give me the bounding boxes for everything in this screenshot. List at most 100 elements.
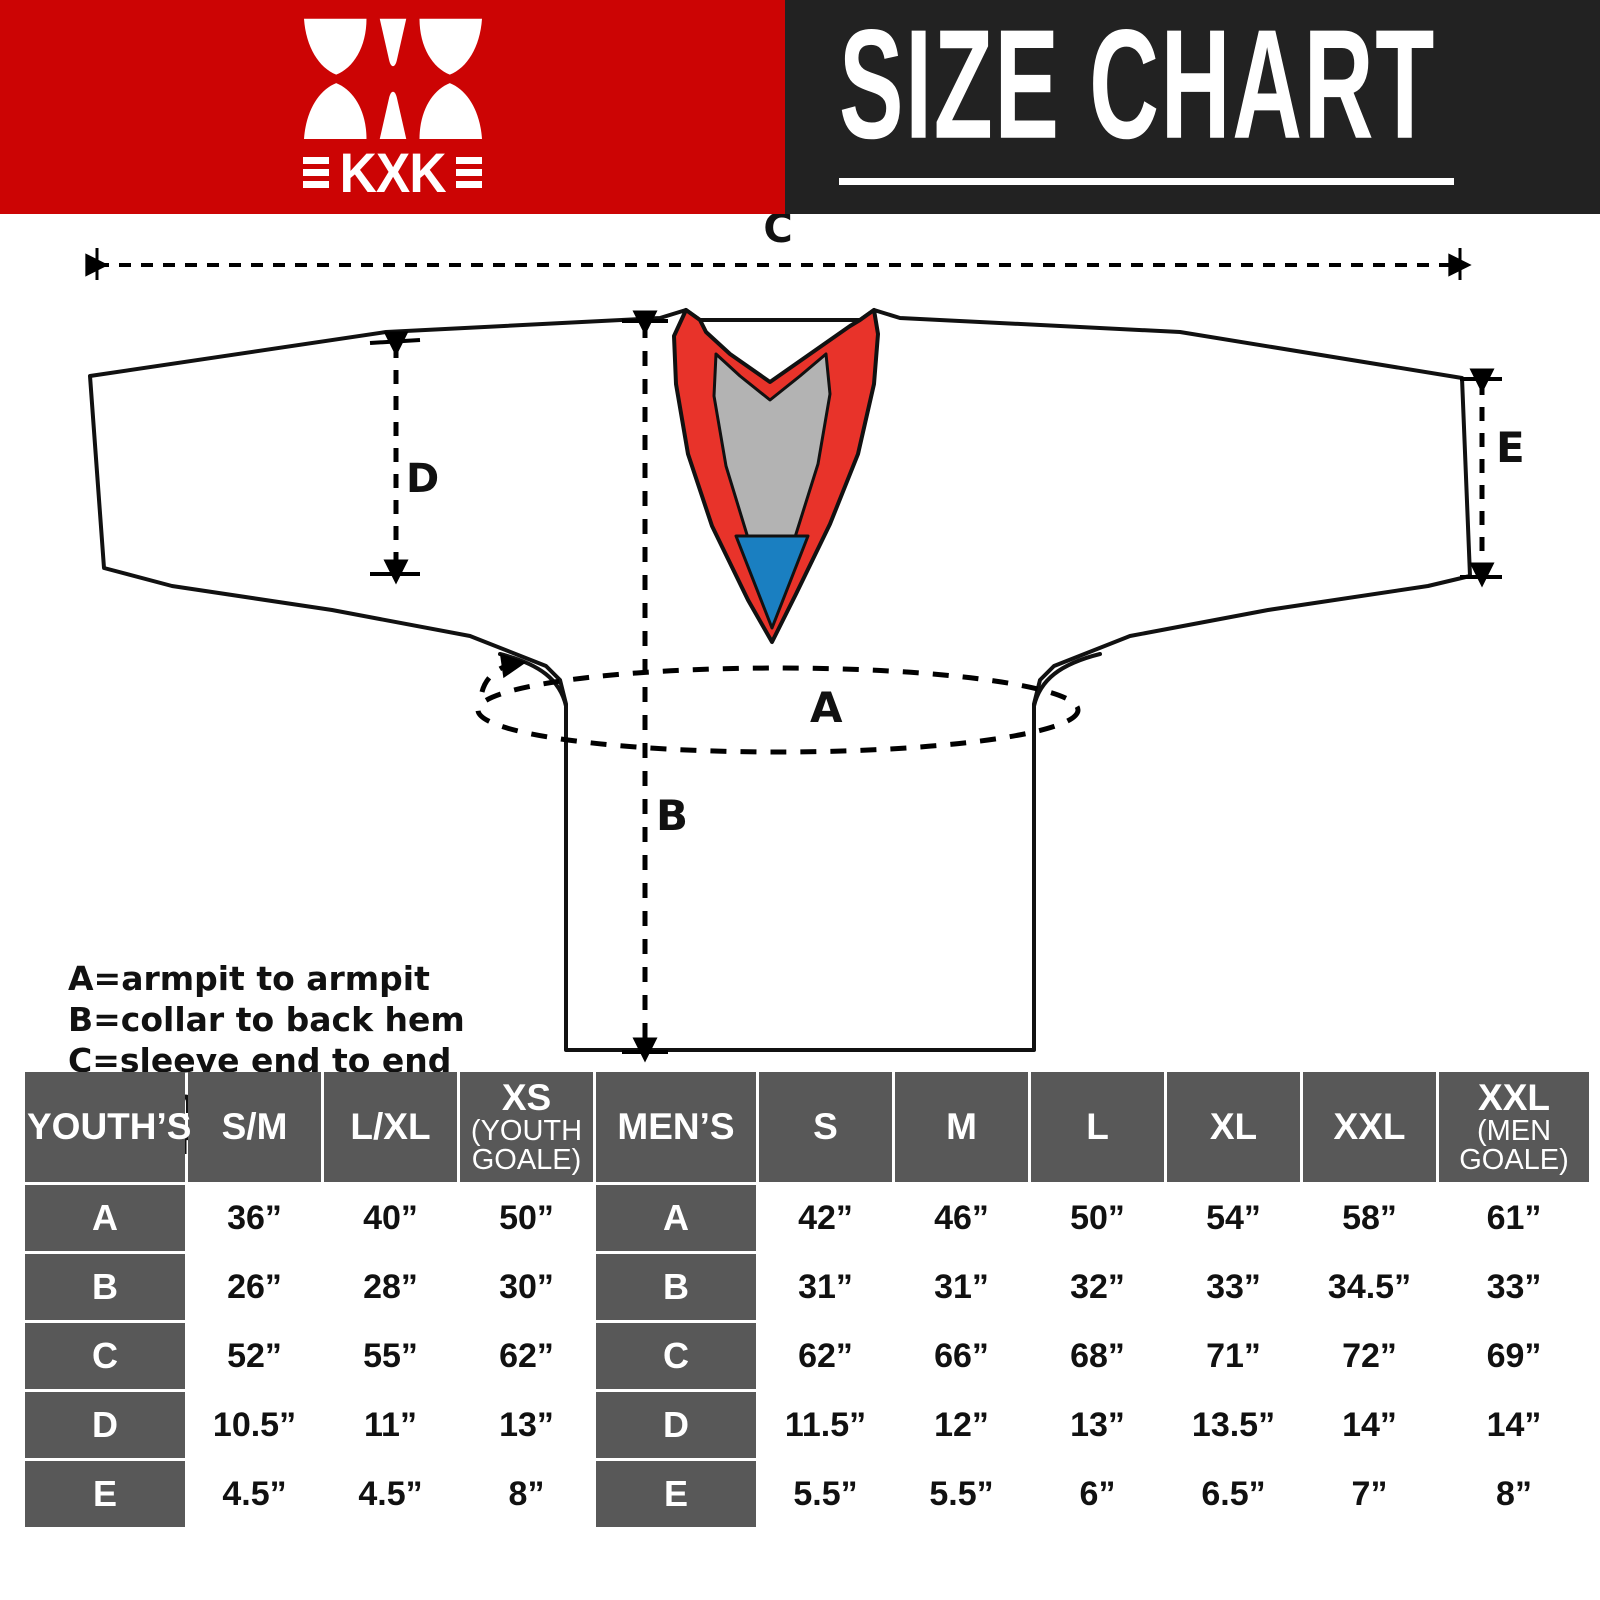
page-header: KXK SIZE CHART (0, 0, 1600, 214)
column-header-xs: XS (YOUTH GOALE) (460, 1072, 593, 1182)
cell-value: 58” (1303, 1185, 1436, 1251)
cell-value: 5.5” (759, 1461, 892, 1527)
column-header-main: XL (1209, 1106, 1258, 1148)
table-row: B 26” 28” 30” B 31” 31” 32” 33” 34.5” 33” (25, 1254, 1589, 1320)
cell-value: 32” (1031, 1254, 1164, 1320)
row-label-men-a: A (596, 1185, 756, 1251)
cell-value: 6” (1031, 1461, 1164, 1527)
column-header-main: XXL (1333, 1106, 1406, 1148)
dimension-d: D (369, 331, 439, 585)
cell-value: 11” (324, 1392, 457, 1458)
size-table-body: YOUTH’S S/M L/XL XS (YOUTH GOALE) MEN’S S M L XL X… (25, 1072, 1589, 1527)
cell-value: 14” (1439, 1392, 1589, 1458)
cell-value: 55” (324, 1323, 457, 1389)
column-header-main: S/M (221, 1106, 288, 1148)
brand-name: KXK (339, 141, 446, 205)
column-header-main: YOUTH’S (27, 1106, 192, 1148)
size-table-header-row: YOUTH’S S/M L/XL XS (YOUTH GOALE) MEN’S S M L XL X… (25, 1072, 1589, 1182)
column-header-youth-s: YOUTH’S (25, 1072, 192, 1182)
cell-value: 5.5” (895, 1461, 1028, 1527)
table-row: D 10.5” 11” 13” D 11.5” 12” 13” 13.5” 14” 14” (25, 1392, 1589, 1458)
column-header-men-s: MEN’S (596, 1072, 756, 1182)
column-header-sub: (MEN GOALE) (1459, 1114, 1569, 1176)
cell-value: 11.5” (759, 1392, 892, 1458)
column-header-main: S (813, 1106, 838, 1148)
cell-value: 12” (895, 1392, 1028, 1458)
cell-value: 71” (1167, 1323, 1300, 1389)
cell-value: 13” (1031, 1392, 1164, 1458)
cell-value: 6.5” (1167, 1461, 1300, 1527)
dimension-c (85, 248, 1472, 280)
bars-right-icon (456, 157, 483, 189)
jersey-collar (672, 308, 880, 644)
title-underline (838, 177, 1454, 185)
table-row: C 52” 55” 62” C 62” 66” 68” 71” 72” 69” (25, 1323, 1589, 1389)
column-header-s-m: S/M (188, 1072, 321, 1182)
kxk-hourglass-logo-icon (303, 18, 482, 139)
brand-panel: KXK (0, 0, 785, 214)
cell-value: 33” (1439, 1254, 1589, 1320)
column-header-xl: XL (1167, 1072, 1300, 1182)
column-header-main: XXL (1478, 1077, 1550, 1119)
column-header-main: L/XL (350, 1106, 431, 1148)
cell-value: 28” (324, 1254, 457, 1320)
size-table-wrap: YOUTH’S S/M L/XL XS (YOUTH GOALE) MEN’S S M L XL X… (22, 1069, 1589, 1579)
svg-text:B: B (656, 791, 688, 840)
cell-value: 7” (1303, 1461, 1436, 1527)
cell-value: 61” (1439, 1185, 1589, 1251)
size-table: YOUTH’S S/M L/XL XS (YOUTH GOALE) MEN’S S M L XL X… (22, 1069, 1592, 1530)
column-header-sub: (YOUTH GOALE) (470, 1114, 583, 1176)
cell-value: 31” (895, 1254, 1028, 1320)
cell-value: 36” (188, 1185, 321, 1251)
svg-text:A: A (810, 683, 843, 732)
brand-logo: KXK (288, 15, 498, 205)
cell-value: 46” (895, 1185, 1028, 1251)
column-header-main: MEN’S (617, 1106, 735, 1148)
svg-text:D: D (406, 456, 439, 502)
cell-value: 72” (1303, 1323, 1436, 1389)
page-title: SIZE CHART (838, 0, 1436, 173)
cell-value: 8” (460, 1461, 593, 1527)
row-label-youth-b: B (25, 1254, 185, 1320)
bars-left-icon (302, 157, 329, 189)
cell-value: 50” (460, 1185, 593, 1251)
column-header-l-xl: L/XL (324, 1072, 457, 1182)
column-header-l: L (1031, 1072, 1164, 1182)
table-row: A 36” 40” 50” A 42” 46” 50” 54” 58” 61” (25, 1185, 1589, 1251)
title-panel: SIZE CHART (785, 0, 1600, 214)
cell-value: 31” (759, 1254, 892, 1320)
cell-value: 42” (759, 1185, 892, 1251)
dimension-c-label: C (763, 214, 792, 252)
cell-value: 8” (1439, 1461, 1589, 1527)
legend-item-b: B=collar to back hem (68, 999, 465, 1039)
row-label-youth-d: D (25, 1392, 185, 1458)
row-label-men-e: E (596, 1461, 756, 1527)
column-header-main: L (1086, 1106, 1109, 1148)
cell-value: 13.5” (1167, 1392, 1300, 1458)
title-block: SIZE CHART (838, 7, 1567, 185)
cell-value: 66” (895, 1323, 1028, 1389)
column-header-xxl: XXL (MEN GOALE) (1439, 1072, 1589, 1182)
table-row: E 4.5” 4.5” 8” E 5.5” 5.5” 6” 6.5” 7” 8” (25, 1461, 1589, 1527)
cell-value: 50” (1031, 1185, 1164, 1251)
cell-value: 26” (188, 1254, 321, 1320)
cell-value: 33” (1167, 1254, 1300, 1320)
cell-value: 4.5” (324, 1461, 457, 1527)
cell-value: 52” (188, 1323, 321, 1389)
jersey-diagram-svg: D E A B C (85, 214, 1525, 1063)
row-label-youth-c: C (25, 1323, 185, 1389)
column-header-m: M (895, 1072, 1028, 1182)
row-label-men-b: B (596, 1254, 756, 1320)
cell-value: 4.5” (188, 1461, 321, 1527)
cell-value: 40” (324, 1185, 457, 1251)
column-header-s: S (759, 1072, 892, 1182)
cell-value: 14” (1303, 1392, 1436, 1458)
dimension-a: A (475, 653, 1081, 755)
cell-value: 69” (1439, 1323, 1589, 1389)
svg-text:E: E (1496, 423, 1525, 472)
row-label-youth-e: E (25, 1461, 185, 1527)
row-label-men-c: C (596, 1323, 756, 1389)
cell-value: 34.5” (1303, 1254, 1436, 1320)
jersey-diagram: D E A B C (0, 214, 1600, 1162)
cell-value: 10.5” (188, 1392, 321, 1458)
